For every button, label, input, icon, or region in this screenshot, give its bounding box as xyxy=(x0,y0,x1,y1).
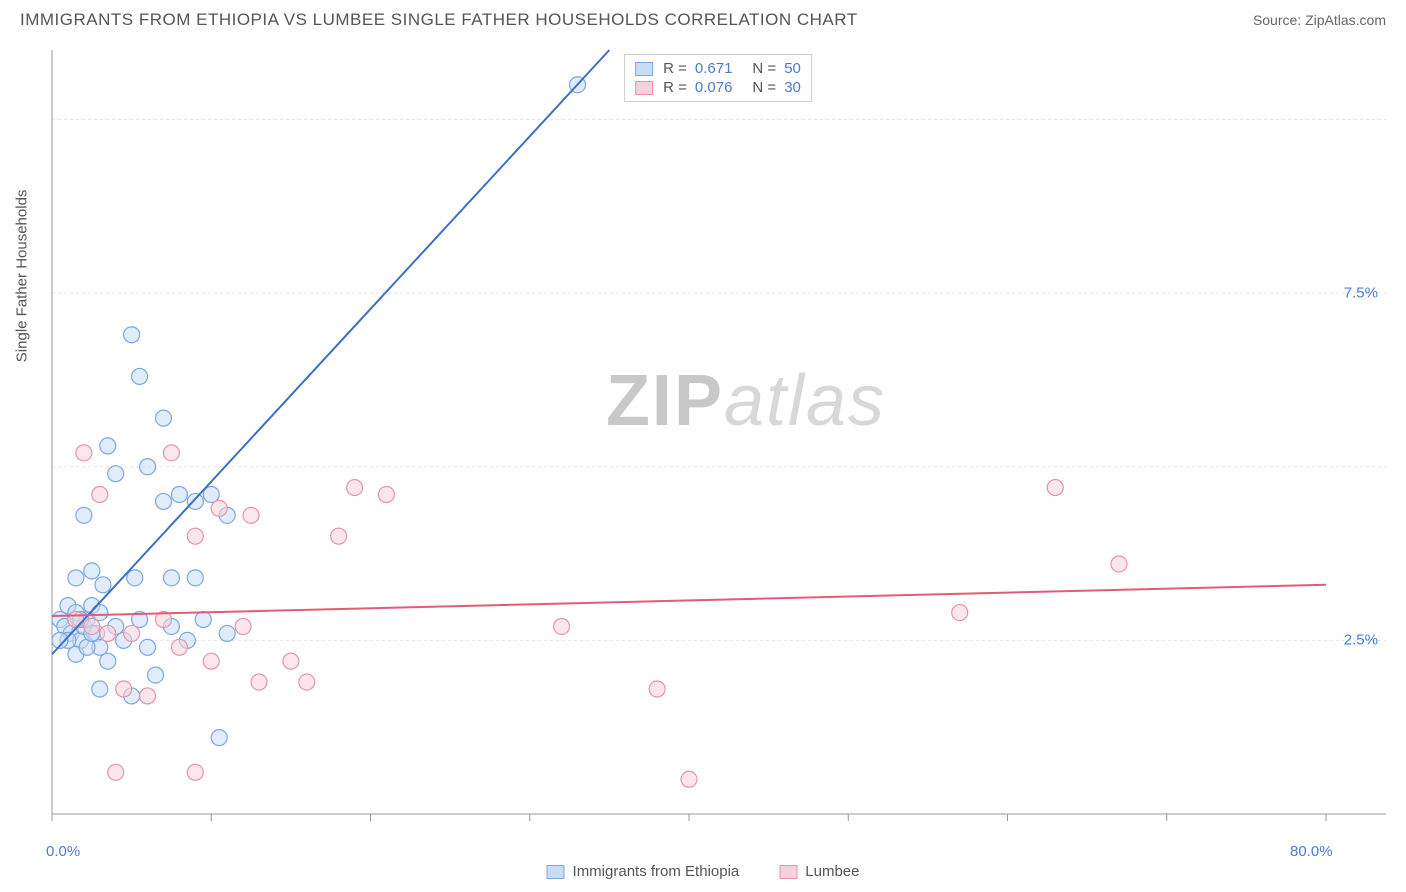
scatter-point xyxy=(187,528,203,544)
scatter-point xyxy=(283,653,299,669)
scatter-point xyxy=(378,487,394,503)
scatter-point xyxy=(116,681,132,697)
trend-line xyxy=(52,50,609,654)
correlation-legend: R = 0.671 N = 50 R = 0.076 N = 30 xyxy=(624,54,812,102)
correlation-legend-row: R = 0.076 N = 30 xyxy=(635,78,801,97)
scatter-point xyxy=(243,507,259,523)
scatter-point xyxy=(108,466,124,482)
scatter-point xyxy=(148,667,164,683)
legend-r-label: R = xyxy=(663,60,687,77)
scatter-point xyxy=(554,618,570,634)
series-legend-label: Immigrants from Ethiopia xyxy=(573,863,740,880)
scatter-point xyxy=(187,570,203,586)
correlation-legend-row: R = 0.671 N = 50 xyxy=(635,59,801,78)
scatter-point xyxy=(127,570,143,586)
legend-swatch xyxy=(547,865,565,879)
scatter-point xyxy=(163,570,179,586)
legend-swatch xyxy=(779,865,797,879)
scatter-point xyxy=(649,681,665,697)
scatter-point xyxy=(155,410,171,426)
legend-n-value: 50 xyxy=(784,60,801,77)
series-legend-label: Lumbee xyxy=(805,863,859,880)
x-tick-label: 0.0% xyxy=(46,843,80,860)
scatter-point xyxy=(171,487,187,503)
series-legend: Immigrants from Ethiopia Lumbee xyxy=(547,863,860,880)
scatter-point xyxy=(140,459,156,475)
scatter-point xyxy=(1047,480,1063,496)
scatter-plot-svg xyxy=(50,48,1386,832)
chart-title: IMMIGRANTS FROM ETHIOPIA VS LUMBEE SINGL… xyxy=(20,10,858,30)
scatter-point xyxy=(92,681,108,697)
scatter-point xyxy=(108,764,124,780)
scatter-point xyxy=(84,618,100,634)
scatter-point xyxy=(211,730,227,746)
scatter-point xyxy=(251,674,267,690)
scatter-point xyxy=(235,618,251,634)
scatter-point xyxy=(187,764,203,780)
scatter-point xyxy=(203,653,219,669)
scatter-point xyxy=(299,674,315,690)
scatter-point xyxy=(331,528,347,544)
scatter-point xyxy=(95,577,111,593)
y-tick-label: 2.5% xyxy=(1344,632,1378,649)
scatter-point xyxy=(92,605,108,621)
legend-swatch xyxy=(635,81,653,95)
scatter-point xyxy=(347,480,363,496)
y-tick-label: 7.5% xyxy=(1344,285,1378,302)
scatter-point xyxy=(140,639,156,655)
legend-r-value: 0.076 xyxy=(695,79,733,96)
scatter-point xyxy=(124,625,140,641)
scatter-point xyxy=(171,639,187,655)
scatter-point xyxy=(100,653,116,669)
scatter-point xyxy=(195,612,211,628)
legend-n-value: 30 xyxy=(784,79,801,96)
scatter-point xyxy=(92,487,108,503)
scatter-point xyxy=(187,493,203,509)
scatter-point xyxy=(124,327,140,343)
scatter-point xyxy=(84,563,100,579)
x-tick-label: 80.0% xyxy=(1290,843,1333,860)
source-label: Source: xyxy=(1253,12,1305,28)
scatter-point xyxy=(163,445,179,461)
legend-r-label: R = xyxy=(663,79,687,96)
chart-area: Single Father Households ZIPatlas R = 0.… xyxy=(50,48,1386,832)
series-legend-item: Immigrants from Ethiopia xyxy=(547,863,740,880)
legend-swatch xyxy=(635,62,653,76)
scatter-point xyxy=(155,493,171,509)
scatter-point xyxy=(140,688,156,704)
legend-r-value: 0.671 xyxy=(695,60,733,77)
legend-n-label: N = xyxy=(752,79,776,96)
scatter-point xyxy=(132,368,148,384)
source-attribution: Source: ZipAtlas.com xyxy=(1253,12,1386,28)
scatter-point xyxy=(100,438,116,454)
scatter-point xyxy=(952,605,968,621)
series-legend-item: Lumbee xyxy=(779,863,859,880)
scatter-point xyxy=(68,612,84,628)
scatter-point xyxy=(219,625,235,641)
scatter-point xyxy=(76,507,92,523)
scatter-point xyxy=(211,500,227,516)
source-name: ZipAtlas.com xyxy=(1305,12,1386,28)
scatter-point xyxy=(681,771,697,787)
y-axis-label: Single Father Households xyxy=(14,190,31,363)
chart-header: IMMIGRANTS FROM ETHIOPIA VS LUMBEE SINGL… xyxy=(0,0,1406,36)
trend-line xyxy=(52,585,1326,616)
scatter-point xyxy=(1111,556,1127,572)
scatter-point xyxy=(68,570,84,586)
legend-n-label: N = xyxy=(752,60,776,77)
scatter-point xyxy=(100,625,116,641)
scatter-point xyxy=(76,445,92,461)
